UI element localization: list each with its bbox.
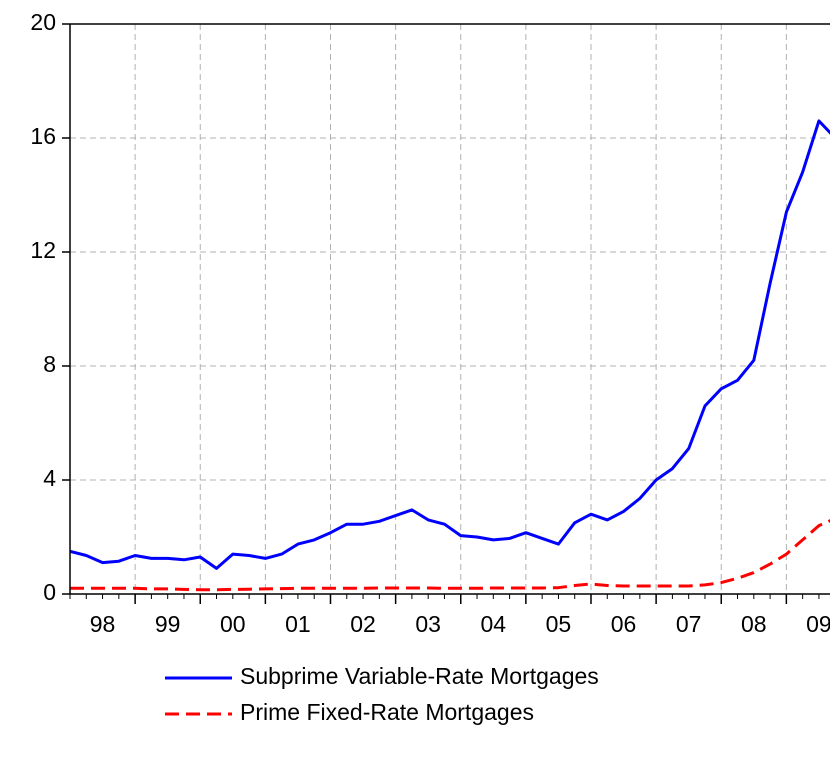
x-tick-label: 98: [90, 611, 116, 637]
legend-label: Subprime Variable-Rate Mortgages: [240, 663, 599, 689]
x-tick-label: 03: [415, 611, 441, 637]
x-tick-label: 05: [546, 611, 572, 637]
y-tick-label: 12: [30, 237, 56, 263]
y-tick-label: 20: [30, 9, 56, 35]
x-tick-label: 04: [481, 611, 507, 637]
x-tick-label: 08: [741, 611, 767, 637]
series-line: [70, 119, 830, 570]
series-line: [70, 519, 830, 592]
y-tick-label: 0: [43, 579, 56, 605]
y-tick-label: 16: [30, 123, 56, 149]
y-tick-label: 4: [43, 465, 56, 491]
legend: Subprime Variable-Rate Mortgages Prime Fi…: [165, 663, 599, 725]
x-tick-label: 07: [676, 611, 702, 637]
x-tick-label: 09: [806, 611, 830, 637]
x-tick-label: 06: [611, 611, 637, 637]
x-tick-label: 01: [285, 611, 311, 637]
grid: [70, 23, 830, 595]
plot-area: [70, 119, 830, 592]
y-tick-label: 8: [43, 351, 56, 377]
x-tick-label: 99: [155, 611, 181, 637]
x-tick-label: 02: [350, 611, 376, 637]
legend-label: Prime Fixed-Rate Mortgages: [240, 699, 534, 725]
x-tick-label: 00: [220, 611, 246, 637]
